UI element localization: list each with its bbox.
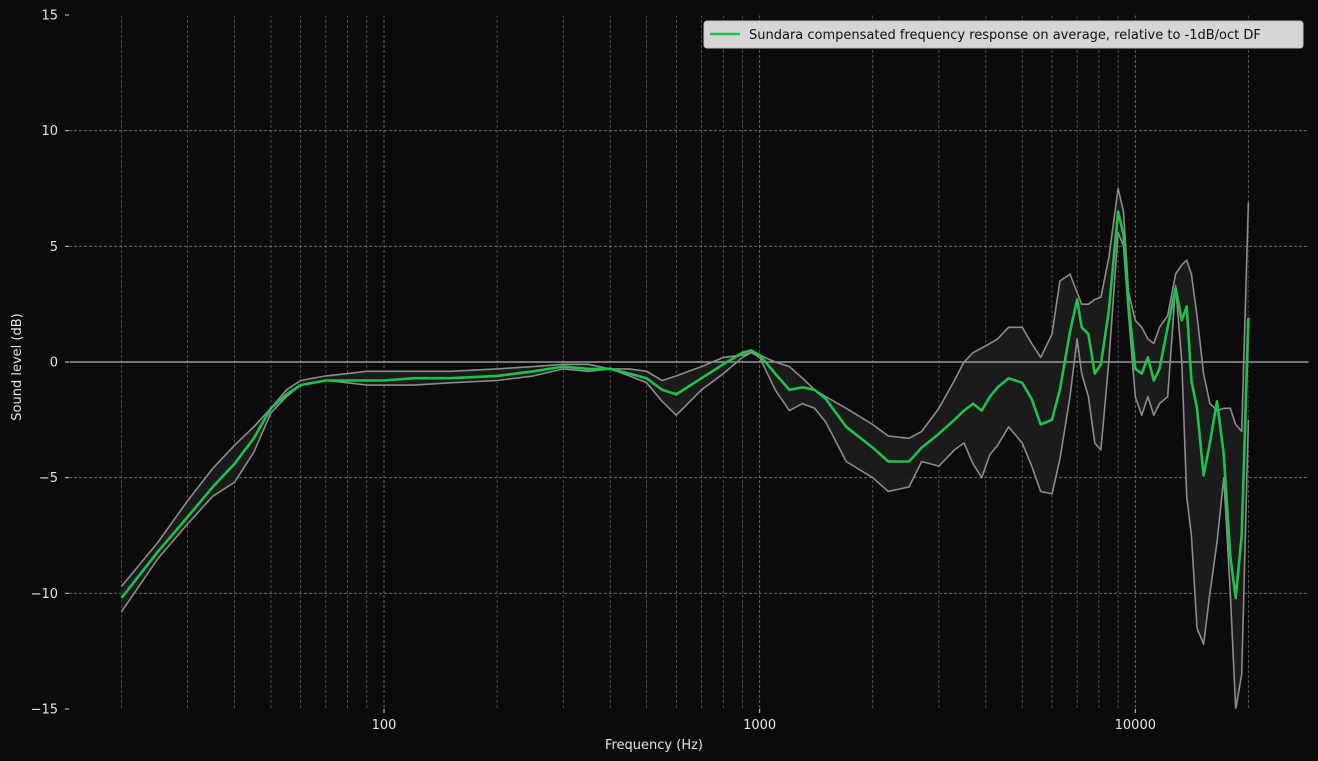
x-tick-label: 100: [372, 718, 397, 733]
legend: Sundara compensated frequency response o…: [703, 20, 1304, 49]
y-tick-label: −10: [31, 587, 58, 602]
series-line-average: [120, 210, 1250, 600]
legend-box: [703, 20, 1304, 49]
series-line-upper-bound: [120, 187, 1250, 587]
legend-label-average: Sundara compensated frequency response o…: [749, 28, 1261, 43]
y-tick-label: 15: [41, 9, 58, 24]
y-tick-label: 0: [50, 356, 58, 371]
y-tick-label: 10: [41, 124, 58, 139]
y-tick-label: −5: [39, 471, 58, 486]
y-axis-ticks: −15 −10 −5 0 5 10 15: [31, 9, 69, 718]
x-tick-label: 1000: [743, 718, 776, 733]
series-layer: [120, 187, 1250, 710]
x-tick-label: 10000: [1115, 718, 1156, 733]
series-line-lower-bound: [120, 231, 1250, 710]
x-axis-ticks: 100 1000 10000: [372, 709, 1156, 733]
y-tick-label: 5: [50, 240, 58, 255]
y-axis-title: Sound level (dB): [10, 313, 25, 420]
x-axis-title: Frequency (Hz): [605, 738, 703, 753]
y-tick-label: −15: [31, 703, 58, 718]
